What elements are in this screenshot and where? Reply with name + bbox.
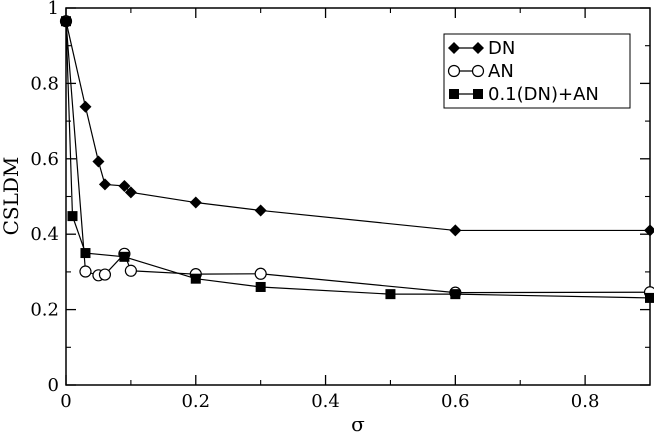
data-point: [254, 267, 267, 280]
data-point: [119, 251, 130, 262]
data-point: [472, 42, 484, 54]
x-tick-label: 0.8: [571, 391, 600, 412]
data-point: [98, 178, 111, 191]
series-square: [61, 16, 654, 303]
legend-label: AN: [488, 61, 514, 82]
data-point: [67, 211, 78, 222]
legend-label: DN: [488, 38, 515, 59]
y-tick-label: 0.6: [30, 149, 59, 170]
y-tick-label: 0: [48, 375, 59, 396]
legend-label: 0.1(DN)+AN: [488, 84, 599, 105]
data-point: [447, 64, 461, 78]
x-tick-label: 0.4: [311, 391, 340, 412]
data-point: [254, 204, 267, 217]
x-tick-label: 0.2: [181, 391, 210, 412]
series-line: [65, 21, 651, 294]
y-axis-label: CSLDM: [0, 157, 23, 236]
data-point: [450, 289, 461, 300]
data-point: [98, 268, 112, 281]
series-layer: [59, 15, 654, 303]
data-point: [124, 264, 137, 277]
data-point: [448, 42, 460, 54]
data-point: [644, 224, 654, 237]
axis-ticks: 0 0.2 0.4 0.6 0.8 0 0.2 0.4 0.6 0.8 1: [30, 0, 650, 412]
y-tick-label: 0.4: [30, 224, 59, 245]
series-diamond: [60, 15, 654, 237]
data-point: [79, 100, 92, 113]
data-point: [255, 281, 266, 292]
x-axis-label: σ: [351, 412, 365, 436]
series-line: [65, 21, 650, 232]
data-point: [92, 155, 105, 168]
data-point: [79, 265, 92, 278]
y-tick-label: 0.8: [30, 73, 59, 94]
y-tick-label: 0.2: [30, 300, 59, 321]
x-tick-label: 0: [60, 391, 71, 412]
data-point: [80, 248, 91, 259]
data-point: [473, 89, 483, 99]
data-point: [449, 89, 459, 99]
y-tick-label: 1: [48, 0, 59, 19]
data-point: [645, 292, 654, 303]
data-point: [118, 179, 131, 192]
data-point: [189, 196, 202, 209]
x-tick-label: 0.6: [441, 391, 470, 412]
data-point: [471, 64, 485, 78]
data-point: [61, 16, 71, 27]
data-point: [124, 186, 137, 199]
data-point: [385, 289, 396, 300]
data-point: [449, 224, 462, 237]
data-point: [190, 273, 201, 284]
